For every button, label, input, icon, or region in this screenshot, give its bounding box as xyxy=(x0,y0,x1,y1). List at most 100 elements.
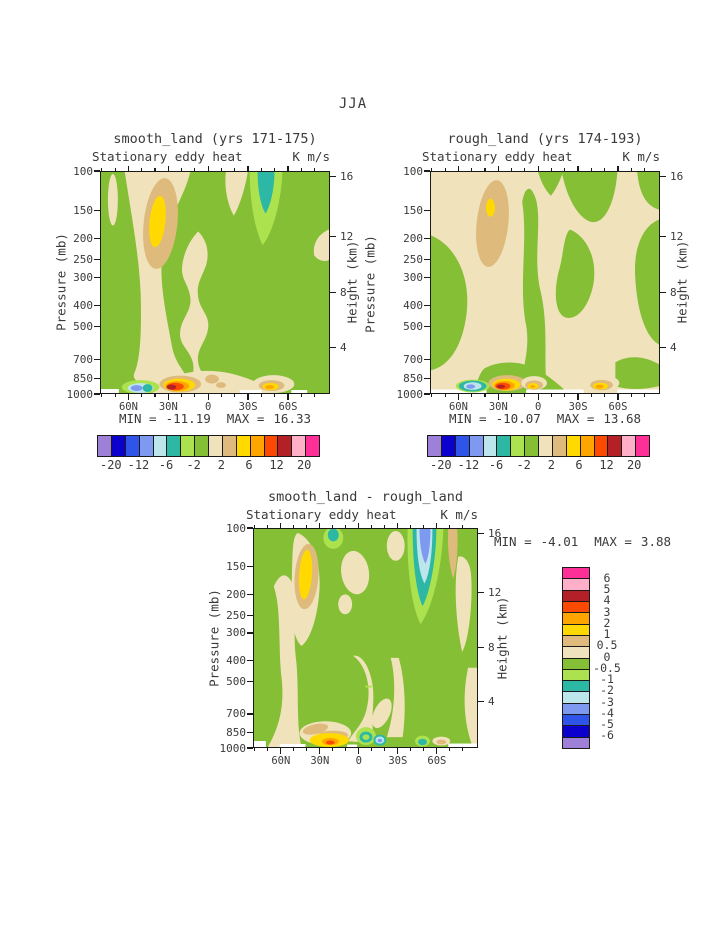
height-tick-label: 8 xyxy=(340,286,347,300)
latitude-tick xyxy=(234,168,236,171)
pressure-tick-label: 150 xyxy=(226,560,246,574)
latitude-tick xyxy=(590,394,592,397)
pressure-tick-label: 500 xyxy=(73,320,93,334)
pressure-tick-label: 700 xyxy=(403,352,423,366)
latitude-tick xyxy=(630,168,632,171)
latitude-tick-label: 60N xyxy=(448,401,468,413)
latitude-tick xyxy=(101,394,103,397)
colorbar-label: 6 xyxy=(575,458,583,472)
panel3-field-label: Stationary eddy heat xyxy=(246,507,397,522)
latitude-tick xyxy=(564,394,566,397)
colorbar-label: 2 xyxy=(217,458,225,472)
panel1-height-axis-label: Height (km) xyxy=(344,240,360,324)
colorbar-cell xyxy=(264,436,279,456)
height-tick xyxy=(478,701,484,703)
pressure-tick-label: 100 xyxy=(73,164,93,178)
pressure-tick-label: 400 xyxy=(73,298,93,312)
colorbar-cell xyxy=(153,436,168,456)
colorbar-cell xyxy=(563,579,589,591)
latitude-tick xyxy=(260,394,262,397)
panel1-min-value: -11.19 xyxy=(165,411,211,426)
latitude-tick xyxy=(267,748,269,751)
latitude-tick xyxy=(410,525,412,528)
latitude-tick-label: 0 xyxy=(535,401,542,413)
latitude-tick xyxy=(511,394,513,397)
pressure-tick-label: 850 xyxy=(403,371,423,385)
colorbar-label: -20 xyxy=(429,458,452,472)
colorbar-cell xyxy=(195,436,209,456)
latitude-tick xyxy=(101,168,103,171)
latitude-tick xyxy=(332,525,334,528)
panel3-max-label: MAX = xyxy=(594,534,632,549)
colorbar-label: 4 xyxy=(603,593,611,608)
latitude-tick xyxy=(462,748,464,751)
pressure-tick-label: 300 xyxy=(403,270,423,284)
figure-title: JJA xyxy=(338,96,368,112)
latitude-tick xyxy=(207,165,209,171)
latitude-tick xyxy=(287,165,289,171)
colorbar-label: 12 xyxy=(599,458,614,472)
height-tick-label: 12 xyxy=(488,586,502,600)
latitude-tick xyxy=(431,394,433,397)
panel2-min-value: -10.07 xyxy=(495,411,541,426)
pressure-tick xyxy=(424,326,430,328)
latitude-tick-label: 60S xyxy=(427,755,447,767)
colorbar xyxy=(562,567,590,749)
latitude-tick xyxy=(384,748,386,751)
latitude-tick xyxy=(313,168,316,171)
colorbar-cell xyxy=(167,436,182,456)
colorbar-label: 0.5 xyxy=(596,638,618,653)
pressure-tick xyxy=(247,747,253,749)
colorbar-cell xyxy=(209,436,223,456)
panel3-stats: MIN = -4.01 MAX = 3.88 xyxy=(494,534,671,549)
latitude-tick xyxy=(371,748,373,751)
latitude-tick xyxy=(234,394,236,397)
pressure-tick xyxy=(247,527,253,529)
latitude-tick xyxy=(537,165,539,171)
latitude-tick xyxy=(181,394,183,397)
height-tick-label: 16 xyxy=(340,170,354,184)
latitude-tick-label: 60S xyxy=(608,401,628,413)
height-tick-label: 8 xyxy=(670,286,677,300)
latitude-tick-label: 30S xyxy=(568,401,588,413)
latitude-tick xyxy=(564,168,566,171)
height-tick xyxy=(478,592,484,594)
pressure-tick-label: 100 xyxy=(403,164,423,178)
latitude-tick-label: 30N xyxy=(158,401,178,413)
latitude-tick xyxy=(423,748,425,751)
latitude-tick xyxy=(410,748,412,751)
height-tick xyxy=(660,346,666,348)
panel3-plot xyxy=(253,528,478,748)
height-tick-label: 8 xyxy=(488,641,495,655)
latitude-tick xyxy=(319,748,321,754)
latitude-tick xyxy=(260,168,262,171)
panel2-plot xyxy=(430,171,660,394)
latitude-tick xyxy=(484,168,486,171)
colorbar-cell xyxy=(441,436,456,456)
pressure-tick xyxy=(424,393,430,395)
height-tick-label: 12 xyxy=(340,230,354,244)
colorbar-cell xyxy=(469,436,484,456)
latitude-tick xyxy=(332,748,334,751)
height-tick-label: 4 xyxy=(340,340,347,354)
latitude-tick-label: 30S xyxy=(388,755,408,767)
colorbar-label: 2 xyxy=(603,615,611,630)
latitude-tick xyxy=(247,394,249,400)
latitude-tick xyxy=(617,394,619,400)
colorbar-label: 1 xyxy=(603,627,611,641)
colorbar-cell xyxy=(236,436,251,456)
pressure-tick-label: 250 xyxy=(226,609,246,623)
colorbar-cell xyxy=(563,635,589,648)
contour-plot-rough-land xyxy=(431,172,659,393)
pressure-tick-label: 300 xyxy=(226,626,246,640)
pressure-tick-label: 200 xyxy=(73,231,93,245)
height-tick-label: 4 xyxy=(670,340,677,354)
latitude-tick xyxy=(423,525,425,528)
latitude-tick xyxy=(114,168,116,171)
latitude-tick xyxy=(254,525,256,528)
colorbar-label: -5 xyxy=(600,717,614,731)
latitude-tick xyxy=(471,168,473,171)
panel2-title: rough_land (yrs 174-193) xyxy=(447,131,643,147)
latitude-tick-label: 60N xyxy=(271,755,291,767)
latitude-tick xyxy=(436,522,438,528)
